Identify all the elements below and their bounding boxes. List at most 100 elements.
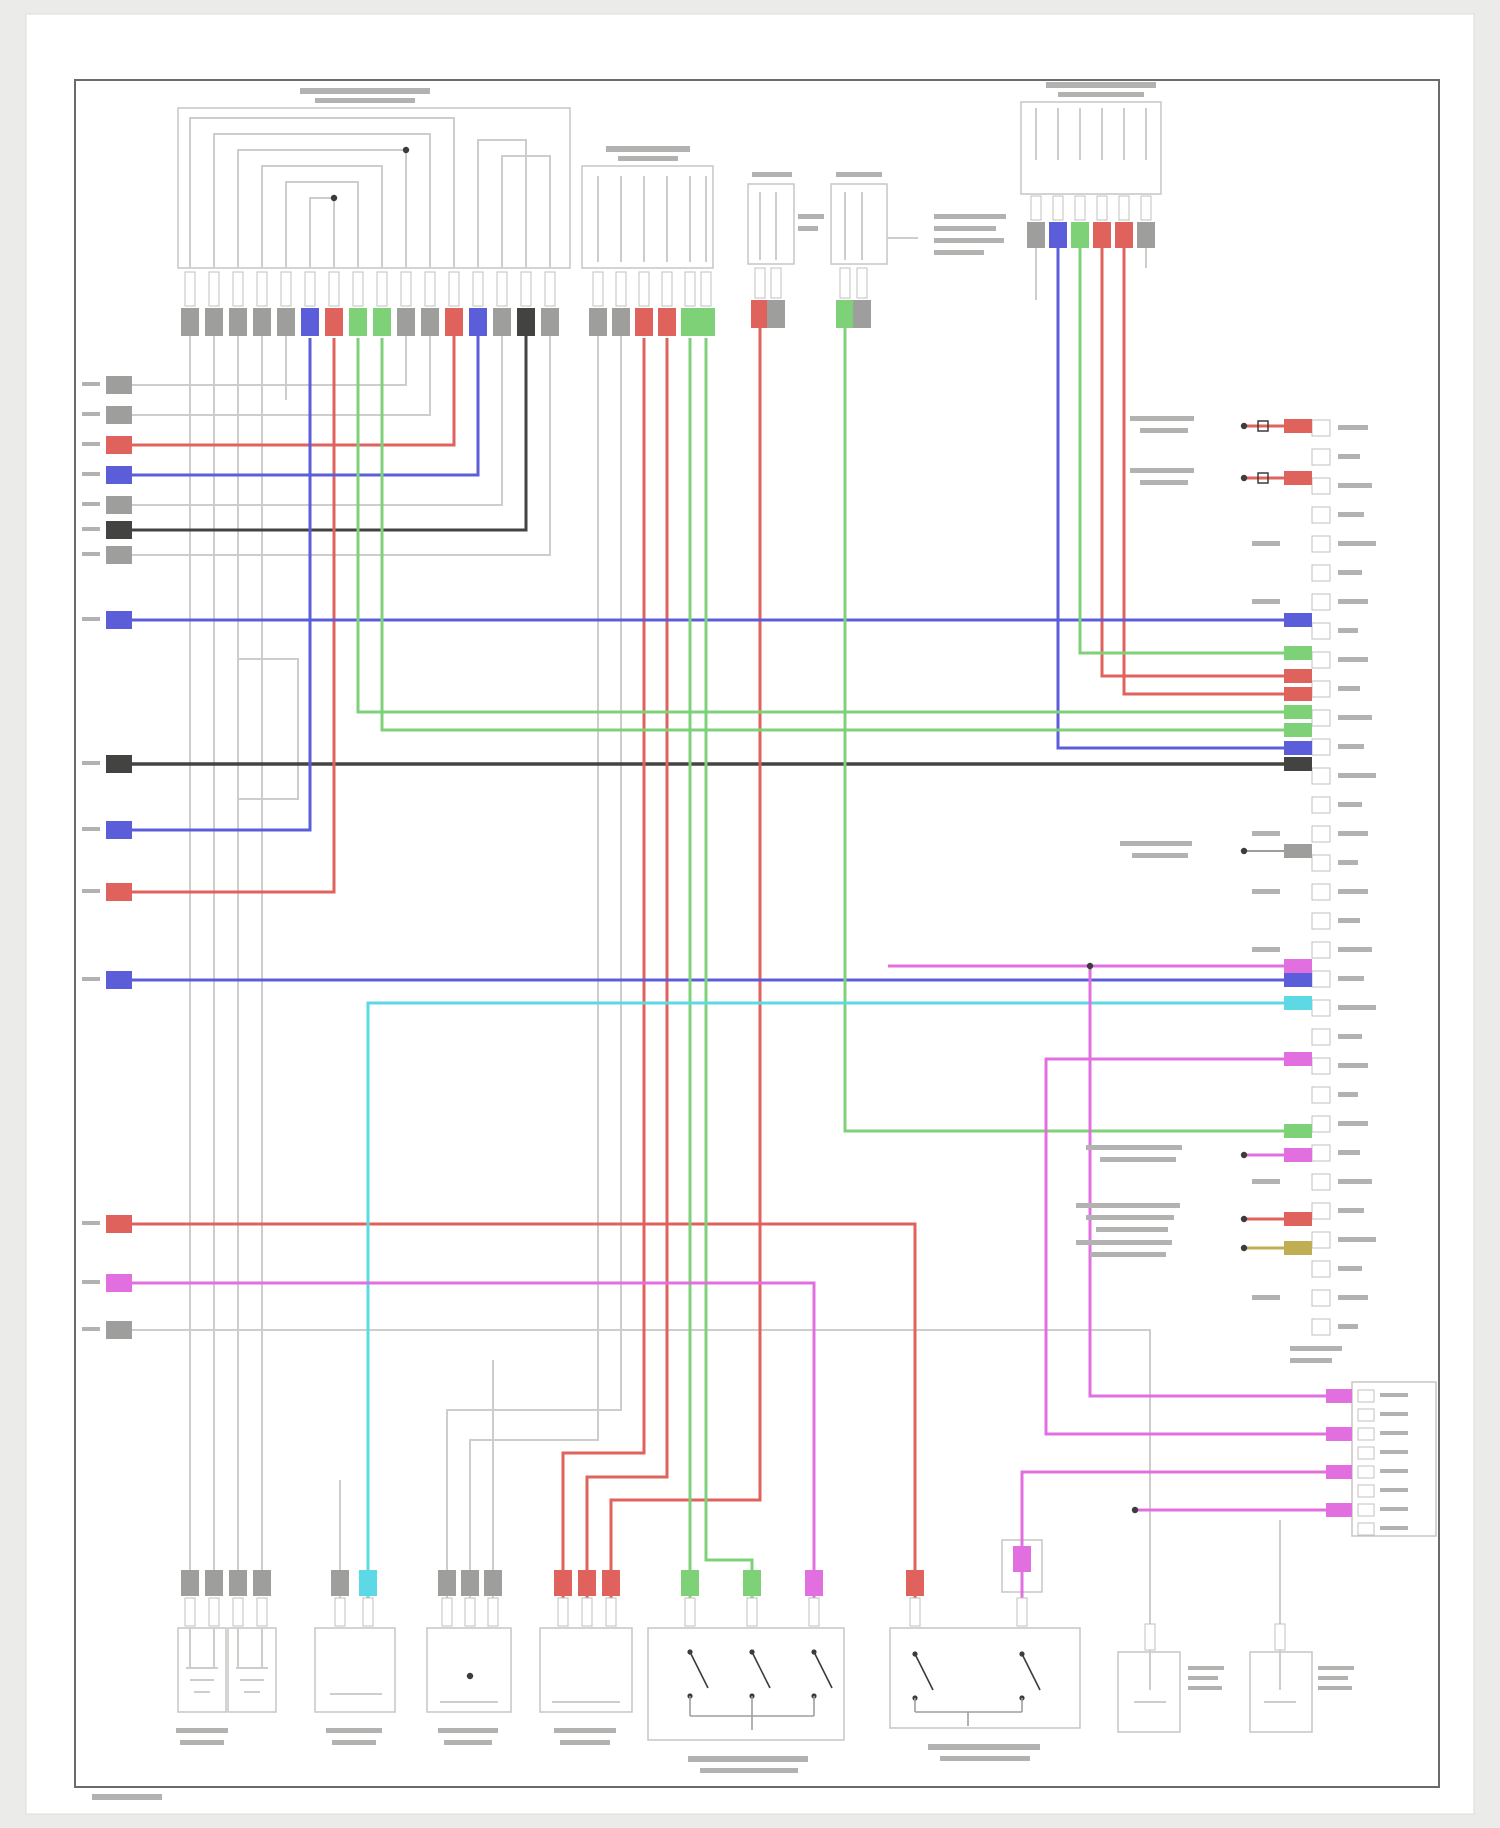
- terminal-block: [469, 308, 487, 336]
- junction-dot: [402, 146, 410, 154]
- left-terminal-label-bar: [82, 1327, 100, 1331]
- bus-cell-label-bar: [1338, 454, 1360, 459]
- terminal-block: [229, 1570, 247, 1596]
- label-text-bar: [1132, 853, 1188, 858]
- terminal-block: [1049, 222, 1067, 248]
- connector-pin: [352, 271, 364, 307]
- connector-row-label-bar: [1380, 1488, 1408, 1492]
- label-text-bar: [836, 172, 882, 177]
- connector-pin: [605, 1597, 617, 1627]
- wire-gray: [446, 336, 622, 1598]
- wire-gray: [261, 165, 383, 268]
- terminal-block: [1093, 222, 1111, 248]
- connector-pin: [334, 1597, 346, 1627]
- label-text-bar: [1076, 1203, 1180, 1208]
- terminal-block: [445, 308, 463, 336]
- connector-row-cell: [1357, 1427, 1375, 1441]
- terminal-block: [1071, 222, 1089, 248]
- left-terminal-label-bar: [82, 827, 100, 831]
- terminal-block: [517, 308, 535, 336]
- switch-blade: [1021, 1653, 1041, 1691]
- terminal-block: [578, 1570, 596, 1596]
- label-text-bar: [1140, 428, 1188, 433]
- bus-cell-label-bar: [1338, 1179, 1372, 1184]
- terminal-block: [461, 1570, 479, 1596]
- label-text-bar: [752, 172, 792, 177]
- terminal-block: [836, 300, 854, 328]
- bus-cell-label-bar: [1252, 599, 1280, 604]
- bus-terminal-block: [1284, 741, 1312, 755]
- bus-cell: [1311, 738, 1331, 756]
- label-text-bar: [688, 1756, 808, 1762]
- bus-terminal-block: [1284, 705, 1312, 719]
- left-terminal-label-bar: [82, 527, 100, 531]
- wire-blue: [1056, 248, 1284, 750]
- bus-cell-label-bar: [1338, 976, 1364, 981]
- bus-cell: [1311, 1260, 1331, 1278]
- terminal-block: [1326, 1427, 1352, 1441]
- left-terminal-label-bar: [82, 412, 100, 416]
- connector-pin: [615, 271, 627, 307]
- bus-cell: [1311, 1115, 1331, 1133]
- left-terminal-block: [106, 376, 132, 394]
- label-text-bar: [928, 1744, 1040, 1750]
- connector-pin: [464, 1597, 476, 1627]
- left-terminal-block: [106, 406, 132, 424]
- connector-pin: [1140, 195, 1152, 221]
- left-terminal-label-bar: [82, 502, 100, 506]
- label-text-bar: [618, 156, 678, 161]
- connector-pin: [1274, 1623, 1286, 1651]
- connector-pin: [208, 1597, 220, 1627]
- terminal-block: [349, 308, 367, 336]
- bus-terminal-block: [1284, 757, 1312, 771]
- label-text-bar: [1188, 1686, 1222, 1690]
- left-terminal-label-bar: [82, 1280, 100, 1284]
- label-text-bar: [1130, 468, 1194, 473]
- ground-component-2: [227, 1627, 277, 1713]
- bus-cell-label-bar: [1338, 1208, 1364, 1213]
- junction-dot: [1240, 847, 1248, 855]
- bus-cell-label-bar: [1338, 483, 1372, 488]
- terminal-block: [767, 300, 785, 328]
- left-terminal-label-bar: [82, 472, 100, 476]
- terminal-block: [589, 308, 607, 336]
- bus-cell: [1311, 622, 1331, 640]
- junction-dot: [330, 194, 338, 202]
- label-text-bar: [180, 1740, 224, 1745]
- terminal-block: [205, 308, 223, 336]
- junction-dot: [1240, 1244, 1248, 1252]
- label-text-bar: [1086, 1145, 1182, 1150]
- label-text-bar: [315, 98, 415, 103]
- connector-pin: [232, 1597, 244, 1627]
- connector-pin: [909, 1597, 921, 1627]
- wire-red: [131, 1222, 917, 1598]
- label-text-bar: [606, 146, 690, 152]
- bus-terminal-block: [1284, 687, 1312, 701]
- connector-pin: [1016, 1597, 1028, 1627]
- bus-cell: [1311, 883, 1331, 901]
- terminal-block: [1027, 222, 1045, 248]
- bus-cell: [1311, 999, 1331, 1017]
- left-terminal-block: [106, 466, 132, 484]
- connector-row-label-bar: [1380, 1469, 1408, 1473]
- bus-cell: [1311, 535, 1331, 553]
- bus-cell-label-bar: [1338, 802, 1362, 807]
- bus-cell: [1311, 448, 1331, 466]
- connector-pin: [304, 271, 316, 307]
- bus-terminal-block: [1284, 996, 1312, 1010]
- connector-pin: [256, 271, 268, 307]
- bus-cell-label-bar: [1338, 1150, 1360, 1155]
- bus-cell: [1311, 796, 1331, 814]
- wire-red: [131, 338, 336, 894]
- bus-terminal-block: [1284, 723, 1312, 737]
- bus-cell: [1311, 564, 1331, 582]
- wire-green: [380, 338, 1284, 732]
- wire-magenta: [1044, 1057, 1352, 1436]
- connector-pin: [684, 271, 696, 307]
- bus-cell: [1311, 941, 1331, 959]
- bus-terminal-block: [1284, 669, 1312, 683]
- bus-terminal-block: [1284, 1124, 1312, 1138]
- terminal-block: [1115, 222, 1133, 248]
- label-text-bar: [92, 1794, 162, 1800]
- switch-blade: [914, 1653, 934, 1691]
